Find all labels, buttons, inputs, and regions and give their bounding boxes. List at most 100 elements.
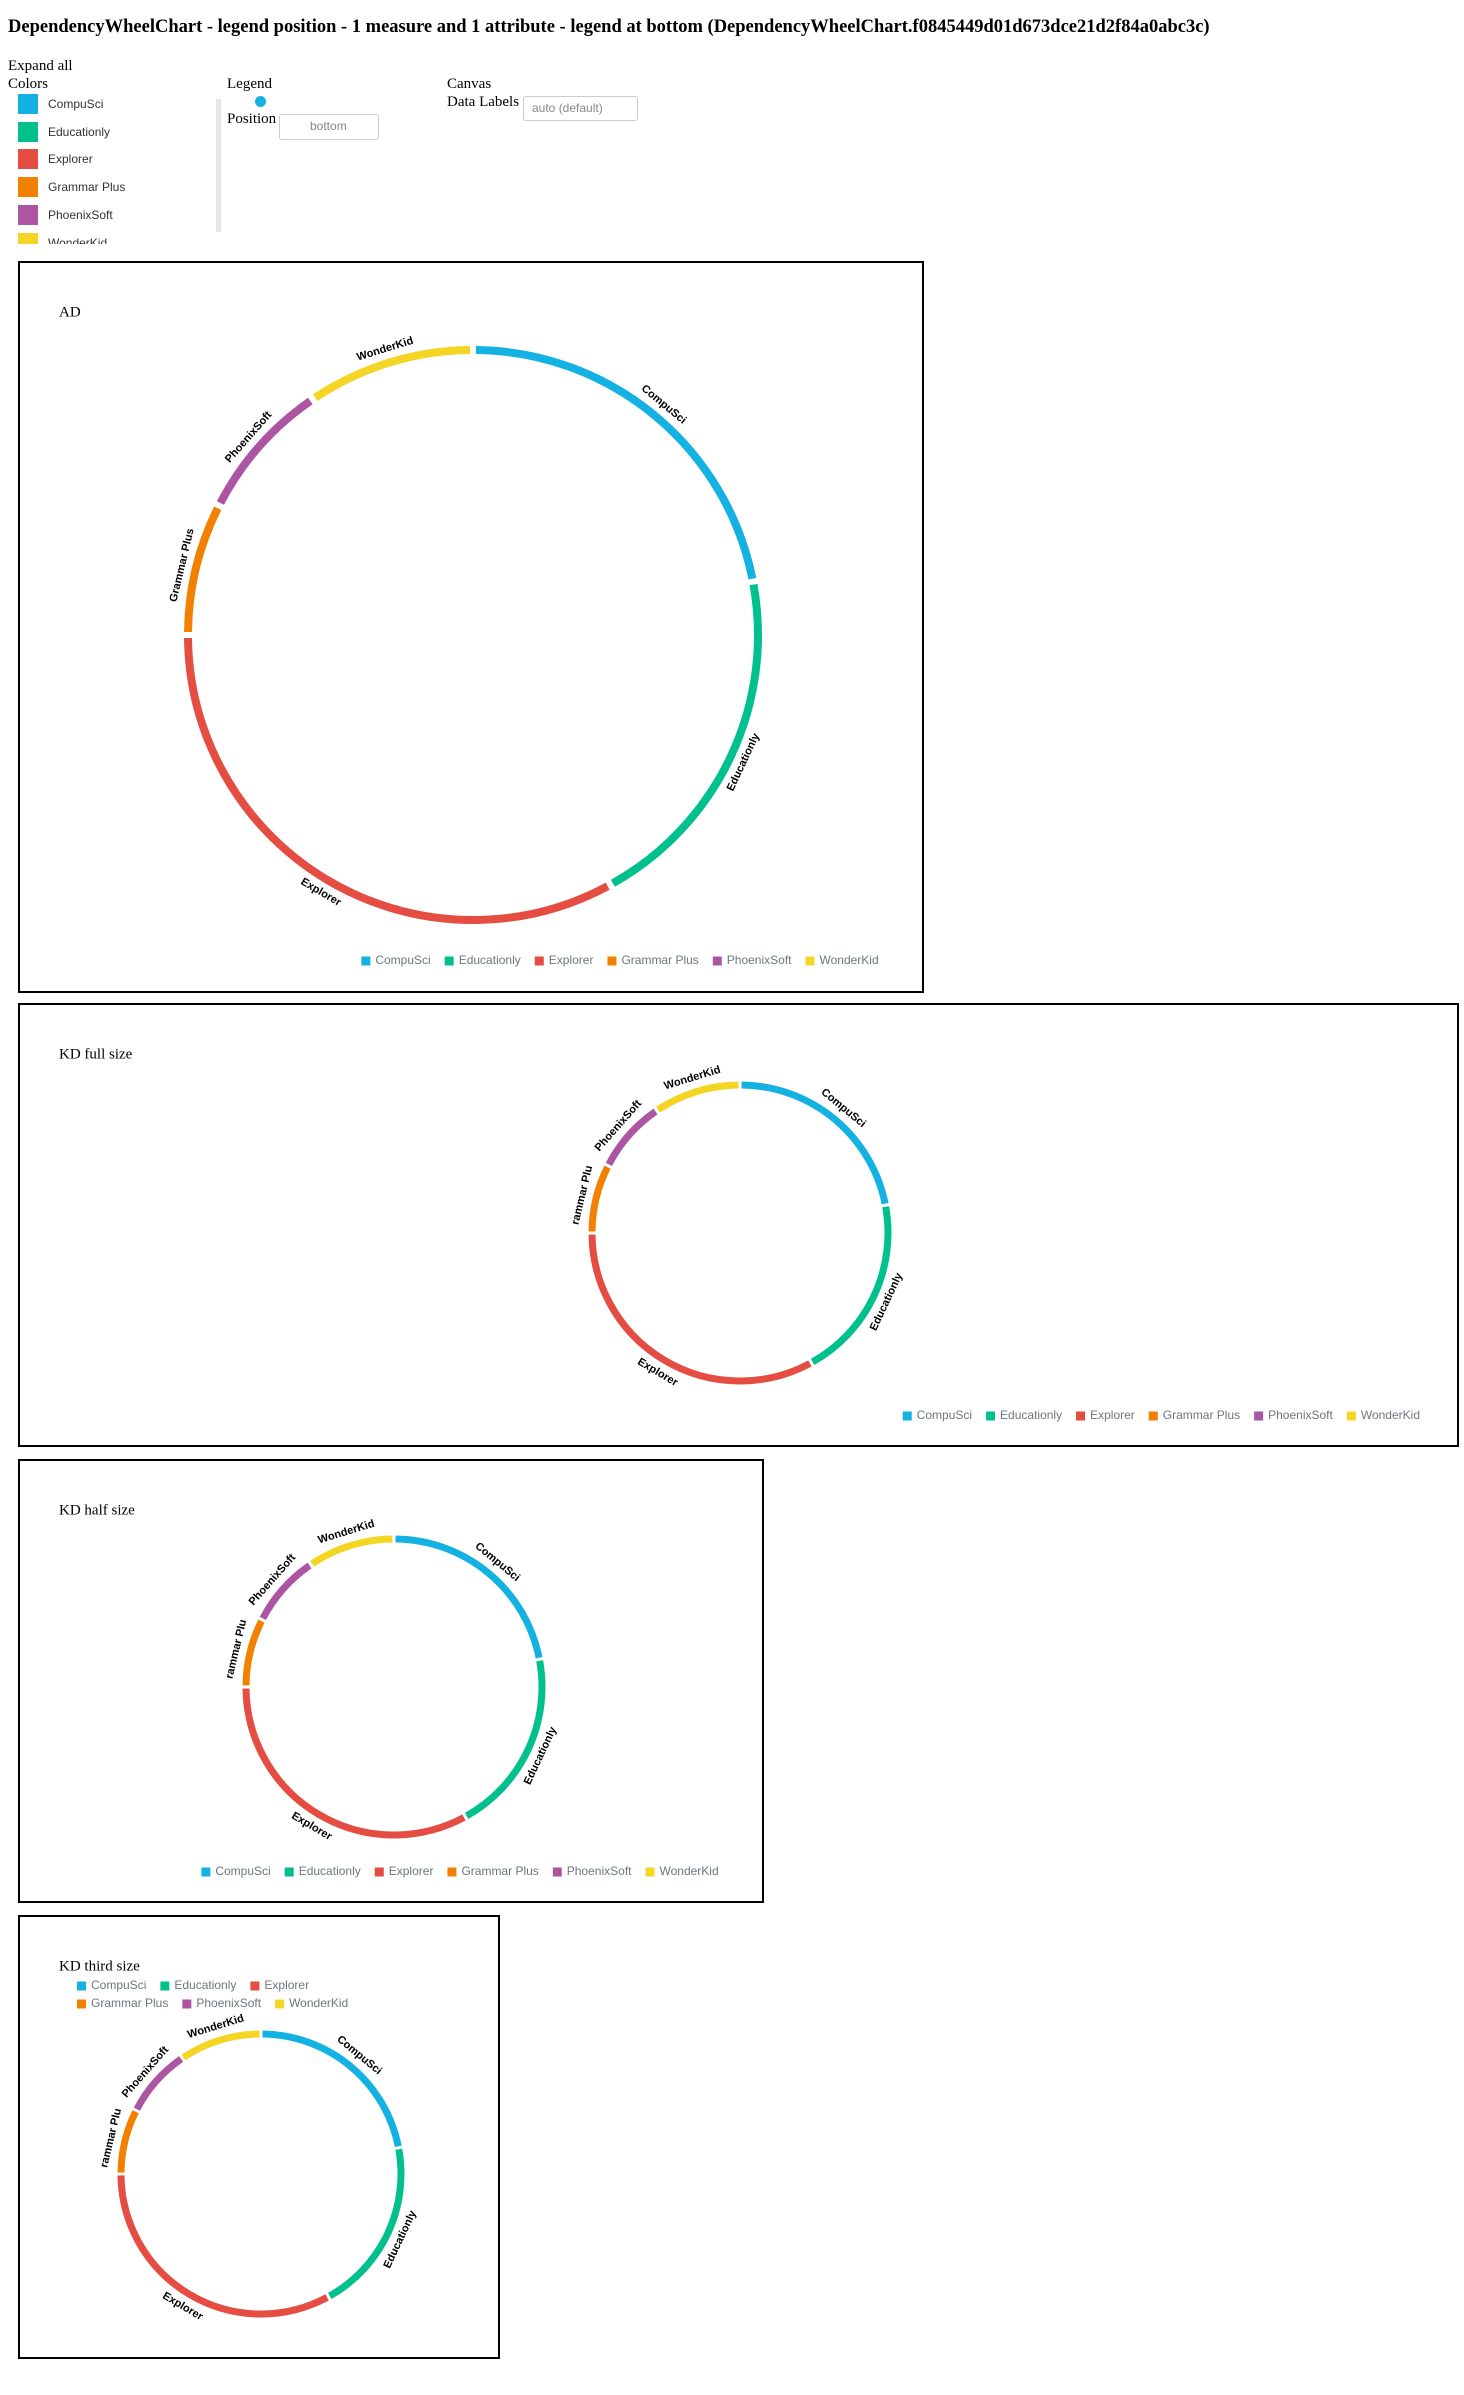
legend-label: PhoenixSoft <box>727 953 792 967</box>
legend-item[interactable]: CompuSci <box>201 1864 271 1878</box>
color-item-label: Grammar Plus <box>48 180 126 195</box>
color-item[interactable]: PhoenixSoft <box>18 204 113 225</box>
expand-all[interactable]: Expand all <box>8 58 73 74</box>
chart: KD full sizeCompuSciEducationlyExplorerr… <box>59 1046 1420 1422</box>
arc <box>610 583 762 887</box>
color-item[interactable]: Educationly <box>18 121 111 142</box>
legend-item[interactable]: PhoenixSoft <box>182 1996 262 2010</box>
legend-item[interactable]: Grammar Plus <box>1148 1408 1240 1422</box>
legend-label: CompuSci <box>91 1978 146 1992</box>
legend-swatch <box>250 1981 260 1991</box>
arc <box>310 1535 393 1567</box>
legend-label: Legend <box>227 76 272 92</box>
color-item-label: Explorer <box>48 152 93 167</box>
legend-item[interactable]: Educationly <box>160 1978 236 1992</box>
legend-label: PhoenixSoft <box>1268 1408 1333 1422</box>
arc <box>242 1619 265 1686</box>
legend-item[interactable]: WonderKid <box>1346 1408 1420 1422</box>
legend-item[interactable]: WonderKid <box>645 1864 719 1878</box>
arc <box>328 2148 405 2300</box>
color-swatch <box>18 204 38 225</box>
arc <box>184 506 222 633</box>
legend-swatch <box>77 1981 86 1991</box>
legend-item[interactable]: Explorer <box>250 1978 309 1992</box>
legend-swatch <box>374 1867 384 1877</box>
legend-item[interactable]: WonderKid <box>805 953 879 967</box>
arc-label: Explorer <box>635 1356 680 1389</box>
color-item-label: Educationly <box>48 124 111 139</box>
legend-label: Grammar Plus <box>1163 1408 1240 1422</box>
arc-label: Explorer <box>289 1810 334 1843</box>
legend-label: Educationly <box>1000 1408 1062 1422</box>
legend-item[interactable]: Explorer <box>1076 1408 1135 1422</box>
legend-swatch <box>645 1867 655 1877</box>
legend-item[interactable]: PhoenixSoft <box>552 1864 632 1878</box>
legend-item[interactable]: Grammar Plus <box>607 953 699 967</box>
legend-label: CompuSci <box>917 1408 972 1422</box>
legend-label: Educationly <box>174 1978 236 1992</box>
color-list: CompuSci Educationly Explorer Grammar Plus P… <box>8 94 208 244</box>
arc <box>741 1081 889 1205</box>
chart: KD half sizeCompuSciEducationlyExplorerr… <box>59 1502 719 1878</box>
legend-item[interactable]: CompuSci <box>361 953 431 967</box>
position-select[interactable]: bottom <box>279 114 379 140</box>
legend-swatch <box>182 1999 192 2009</box>
legend-swatch <box>201 1867 211 1877</box>
legend-item[interactable]: Educationly <box>444 953 521 967</box>
chart-box: KD third size CompuSci Educationly Explorer… <box>18 1915 500 2359</box>
chart-title: AD <box>59 304 81 320</box>
legend-item[interactable]: Explorer <box>374 1864 434 1878</box>
arc <box>313 346 471 401</box>
legend-swatch <box>447 1867 457 1877</box>
chart-box: AD CompuSci Educationly Explorer Grammar Plu… <box>18 261 924 993</box>
legend-item[interactable]: WonderKid <box>275 1996 348 2010</box>
chart-title: KD full size <box>59 1046 133 1062</box>
data-labels-select[interactable]: auto (default) <box>523 96 638 121</box>
chart-title: KD half size <box>59 1502 135 1518</box>
chart-box: KD full size CompuSci Educationly Explorer r… <box>18 1003 1459 1447</box>
chart: KD third size CompuSci Educationly Explorer… <box>59 1958 419 2323</box>
legend-label: CompuSci <box>375 953 430 967</box>
arc <box>464 1660 546 1819</box>
legend-item[interactable]: Educationly <box>986 1408 1062 1422</box>
legend-item[interactable]: CompuSci <box>902 1408 972 1422</box>
legend-label: Grammar Plus <box>621 953 698 967</box>
legend-item[interactable]: Explorer <box>534 953 594 967</box>
legend-label: Grammar Plus <box>461 1864 538 1878</box>
color-item[interactable]: Grammar Plus <box>18 177 126 198</box>
legend-label: WonderKid <box>660 1864 719 1878</box>
legend-swatch <box>534 956 544 966</box>
legend-swatch <box>1346 1411 1356 1421</box>
arc <box>810 1206 892 1365</box>
arc <box>262 2030 402 2148</box>
color-item[interactable]: CompuSci <box>18 94 103 114</box>
legend-label: Explorer <box>549 953 594 967</box>
data-labels-label: Data Labels <box>447 94 520 110</box>
arc-label: Explorer <box>160 2290 205 2323</box>
legend-item[interactable]: Grammar Plus <box>447 1864 539 1878</box>
arc <box>216 397 313 505</box>
arc <box>133 2056 184 2111</box>
legend-label: Grammar Plus <box>91 1996 168 2010</box>
legend-item[interactable]: Educationly <box>284 1864 361 1878</box>
arc <box>181 2030 260 2061</box>
color-item[interactable]: WonderKid <box>18 232 107 244</box>
legend-label: Educationly <box>299 1864 361 1878</box>
legend-label: Educationly <box>459 953 521 967</box>
legend-swatch <box>77 1999 86 2009</box>
legend-item[interactable]: PhoenixSoft <box>1254 1408 1334 1422</box>
page-title: DependencyWheelChart - legend position -… <box>8 17 1210 37</box>
legend-item[interactable]: PhoenixSoft <box>712 953 792 967</box>
arc <box>656 1081 739 1113</box>
legend-item[interactable]: Grammar Plus <box>77 1996 168 2010</box>
color-item[interactable]: Explorer <box>18 149 93 170</box>
chart-box: KD half size CompuSci Educationly Explorer r… <box>18 1459 764 1903</box>
arc <box>117 2110 139 2173</box>
legend-label: PhoenixSoft <box>567 1864 632 1878</box>
legend-toggle[interactable] <box>244 96 266 108</box>
color-swatch <box>18 177 38 198</box>
legend-swatch <box>160 1981 170 1991</box>
legend-item[interactable]: CompuSci <box>77 1978 146 1992</box>
legend-swatch <box>712 956 722 966</box>
